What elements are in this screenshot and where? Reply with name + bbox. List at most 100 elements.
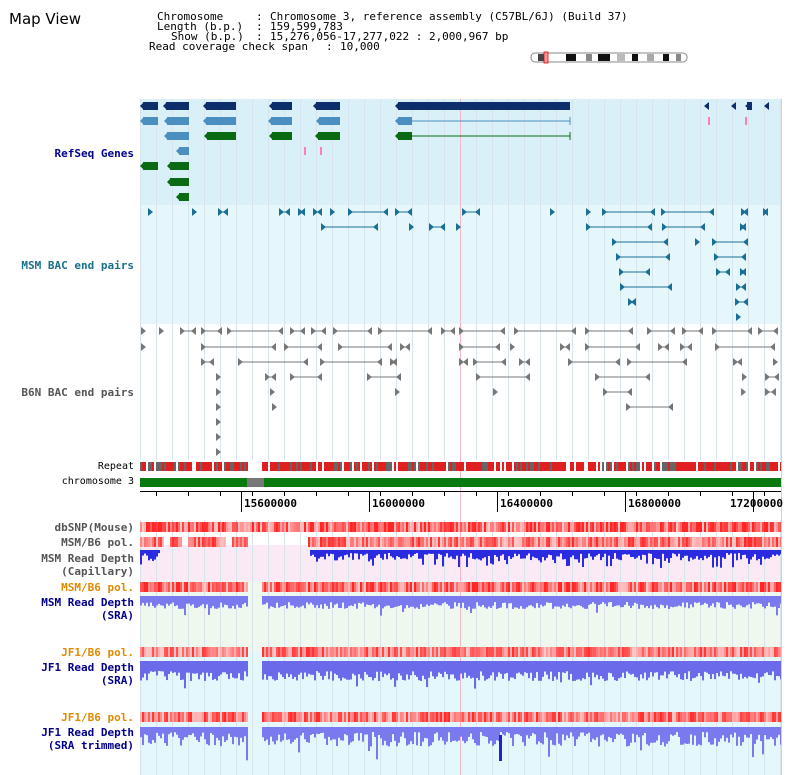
polymorphism-cell — [576, 582, 578, 592]
read-depth-bar — [616, 661, 618, 681]
bac-end — [725, 268, 730, 276]
refseq-genes-label[interactable]: RefSeq Genes — [54, 147, 134, 160]
repeat-segment — [328, 462, 330, 471]
read-depth-bar — [228, 596, 230, 609]
polymorphism-cell — [446, 537, 448, 547]
polymorphism-cell — [302, 522, 304, 532]
read-depth-bar — [596, 661, 598, 675]
read-depth-bar — [456, 550, 458, 556]
repeat-segment — [226, 462, 228, 471]
polymorphism-cell — [664, 537, 666, 547]
polymorphism-cell — [402, 647, 404, 657]
read-depth-bar — [662, 550, 664, 554]
polymorphism-cell — [598, 712, 600, 722]
polymorphism-cell — [312, 712, 314, 722]
polymorphism-cell — [576, 522, 578, 532]
msm-depth-sra-label[interactable]: MSM Read Depth — [41, 596, 134, 609]
polymorphism-cell — [232, 582, 234, 592]
repeat-segment — [156, 462, 158, 471]
jf1-depth-sra-label[interactable]: JF1 Read Depth — [41, 661, 134, 674]
msm-bac-label[interactable]: MSM BAC end pairs — [21, 259, 134, 272]
read-depth-bar — [422, 596, 424, 608]
read-depth-bar — [316, 550, 318, 562]
polymorphism-cell — [478, 537, 480, 547]
repeat-segment — [178, 462, 180, 471]
polymorphism-cell — [588, 522, 590, 532]
polymorphism-cell — [396, 647, 398, 657]
jf1-b6-pol-label-2[interactable]: JF1/B6 pol. — [61, 711, 134, 724]
polymorphism-cell — [582, 522, 584, 532]
polymorphism-cell — [202, 522, 204, 532]
read-depth-bar — [602, 550, 604, 558]
read-depth-bar — [434, 550, 436, 565]
jf1-depth-trim-label[interactable]: JF1 Read Depth — [41, 726, 134, 739]
repeat-segment — [326, 462, 328, 471]
polymorphism-cell — [566, 647, 568, 657]
read-depth-bar — [314, 661, 316, 681]
msm-b6-pol-label-1[interactable]: MSM/B6 pol. — [61, 536, 134, 549]
polymorphism-cell — [558, 522, 560, 532]
jf1-b6-pol-label-1[interactable]: JF1/B6 pol. — [61, 646, 134, 659]
bac-end — [216, 388, 221, 396]
b6n-bac-label[interactable]: B6N BAC end pairs — [21, 386, 134, 399]
msm-b6-pol-label-2[interactable]: MSM/B6 pol. — [61, 581, 134, 594]
polymorphism-cell — [466, 582, 468, 592]
repeat-segment — [568, 462, 570, 471]
bac-end — [626, 403, 631, 411]
polymorphism-cell — [374, 582, 376, 592]
polymorphism-cell — [270, 647, 272, 657]
read-depth-bar — [524, 727, 526, 746]
polymorphism-cell — [238, 647, 240, 657]
polymorphism-cell — [380, 712, 382, 722]
read-depth-bar — [314, 596, 316, 608]
polymorphism-cell — [254, 522, 256, 532]
polymorphism-cell — [152, 537, 154, 547]
polymorphism-cell — [532, 522, 534, 532]
msm-depth-capillary-label[interactable]: MSM Read Depth — [41, 552, 134, 565]
polymorphism-cell — [550, 582, 552, 592]
read-depth-bar — [506, 550, 508, 565]
polymorphism-cell — [708, 712, 710, 722]
read-depth-bar — [432, 596, 434, 605]
repeat-segment — [572, 462, 574, 471]
repeat-segment — [214, 462, 216, 471]
bac-end — [514, 327, 519, 335]
polymorphism-cell — [674, 522, 676, 532]
polymorphism-cell — [208, 537, 210, 547]
polymorphism-cell — [768, 647, 770, 657]
read-depth-bar — [528, 727, 530, 739]
read-depth-bar — [268, 727, 270, 745]
repeat-segment — [548, 462, 550, 471]
read-depth-bar — [766, 661, 768, 673]
polymorphism-cell — [776, 647, 778, 657]
polymorphism-cell — [280, 522, 282, 532]
polymorphism-cell — [176, 522, 178, 532]
polymorphism-cell — [388, 522, 390, 532]
polymorphism-cell — [622, 522, 624, 532]
repeat-segment — [166, 462, 168, 471]
polymorphism-cell — [528, 582, 530, 592]
read-depth-bar — [628, 596, 630, 606]
polymorphism-cell — [392, 582, 394, 592]
bac-end — [612, 238, 617, 246]
bac-end — [585, 343, 590, 351]
polymorphism-cell — [556, 582, 558, 592]
read-depth-bar — [538, 596, 540, 608]
read-depth-bar — [544, 727, 546, 733]
read-depth-bar — [190, 661, 192, 681]
polymorphism-cell — [196, 647, 198, 657]
repeat-segment — [462, 462, 464, 471]
dbsnp-label[interactable]: dbSNP(Mouse) — [54, 521, 134, 534]
bac-end — [459, 343, 464, 351]
polymorphism-cell — [698, 537, 700, 547]
repeat-segment — [676, 462, 678, 471]
polymorphism-cell — [734, 582, 736, 592]
read-depth-bar — [718, 727, 720, 742]
read-depth-bar — [432, 661, 434, 677]
gene-strand-arrow — [268, 117, 272, 125]
read-depth-bar — [536, 596, 538, 604]
polymorphism-cell — [404, 522, 406, 532]
read-depth-bar — [642, 550, 644, 555]
polymorphism-cell — [318, 522, 320, 532]
